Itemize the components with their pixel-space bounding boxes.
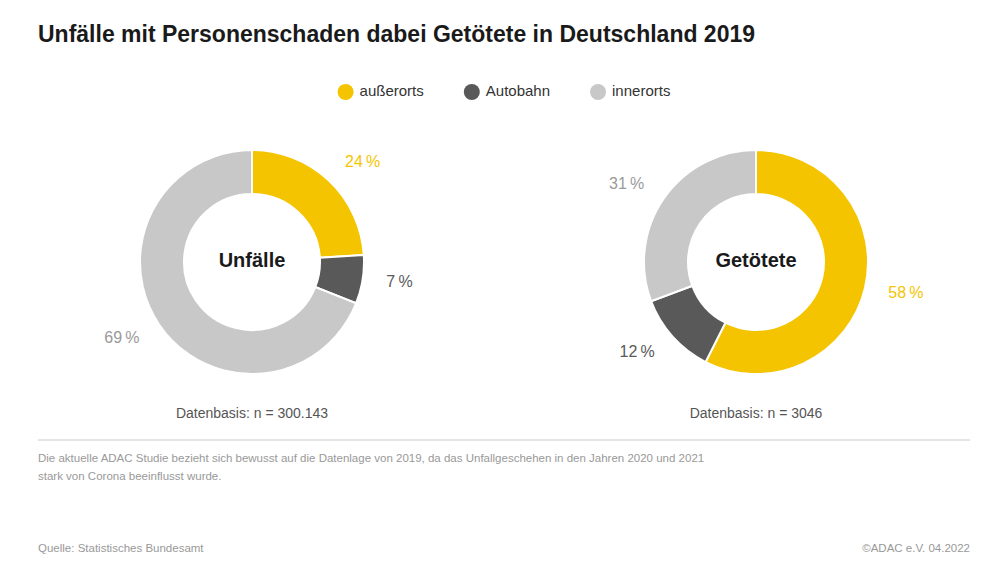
legend-swatch bbox=[590, 84, 606, 100]
data-label: 12 % bbox=[620, 343, 655, 360]
slices bbox=[140, 150, 364, 374]
data-label: 7 % bbox=[386, 273, 412, 290]
footer-line: Die aktuelle ADAC Studie bezieht sich be… bbox=[38, 452, 704, 464]
donut-chart: 24 % 7 % 69 % Unfälle Datenbasis: n = 300.14… bbox=[104, 150, 412, 421]
chart-title: Getötete bbox=[715, 249, 796, 271]
data-label: 31 % bbox=[609, 175, 644, 192]
separator bbox=[38, 440, 970, 441]
legend-swatch bbox=[338, 84, 354, 100]
chart-title: Unfälle bbox=[219, 249, 286, 271]
data-label: 58 % bbox=[888, 284, 923, 301]
footer-line: stark von Corona beeinflusst wurde. bbox=[38, 470, 221, 482]
data-label: 69 % bbox=[104, 329, 139, 346]
source: Quelle: Statistisches Bundesamt bbox=[38, 542, 204, 554]
footer-note: Die aktuelle ADAC Studie bezieht sich be… bbox=[38, 452, 704, 482]
legend-swatch bbox=[464, 84, 480, 100]
legend: außerorts Autobahn innerorts bbox=[338, 82, 671, 100]
annotation: Datenbasis: n = 3046 bbox=[690, 405, 823, 421]
data-label: 24 % bbox=[345, 153, 380, 170]
title: Unfälle mit Personenschaden dabei Getöte… bbox=[38, 21, 755, 47]
copyright: ©ADAC e.V. 04.2022 bbox=[862, 542, 970, 554]
donut-chart: 58 % 12 % 31 % Getötete Datenbasis: n = 3046 bbox=[609, 150, 924, 421]
slice bbox=[140, 150, 356, 374]
background bbox=[0, 0, 1008, 576]
slices bbox=[644, 150, 868, 374]
annotation: Datenbasis: n = 300.143 bbox=[176, 405, 328, 421]
legend-label: außerorts bbox=[360, 82, 424, 99]
legend-label: innerorts bbox=[612, 82, 670, 99]
slice bbox=[644, 150, 756, 301]
chart: Unfälle mit Personenschaden dabei Getöte… bbox=[0, 0, 1008, 576]
legend-label: Autobahn bbox=[486, 82, 550, 99]
